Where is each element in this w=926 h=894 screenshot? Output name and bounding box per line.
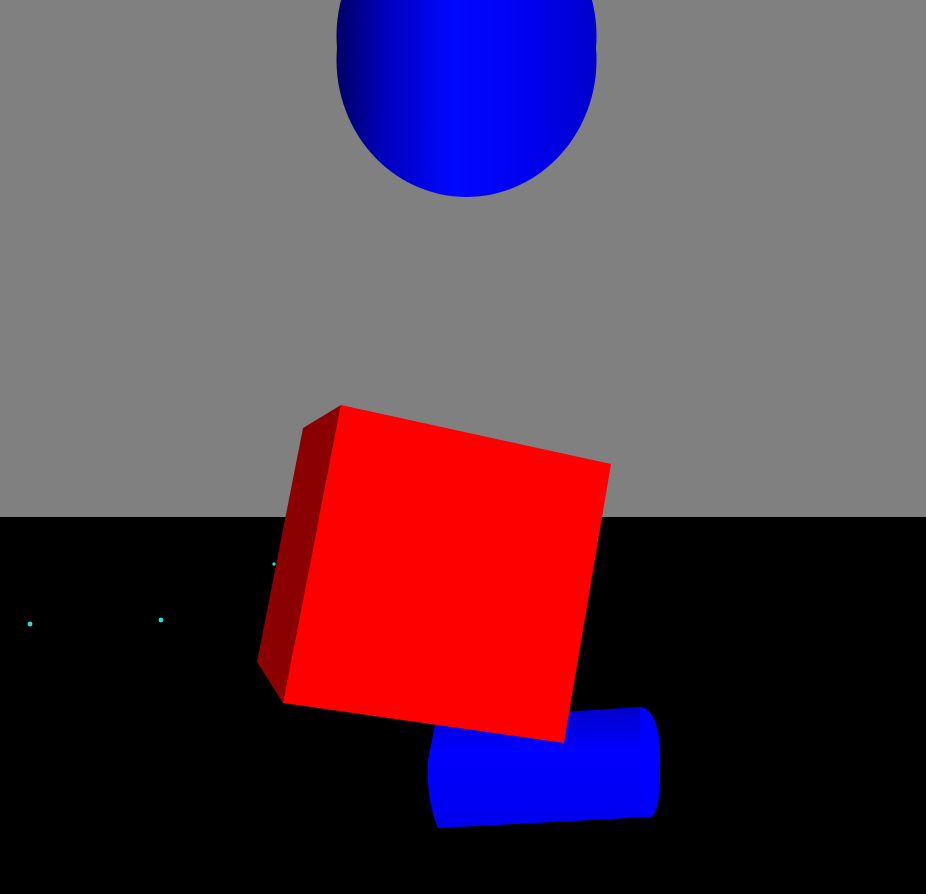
sphere-body <box>336 0 597 197</box>
blue-sphere[interactable] <box>336 0 597 197</box>
red-cube[interactable] <box>257 405 611 743</box>
cube-front-face <box>283 405 611 743</box>
cylinder-body <box>427 707 661 828</box>
cyan-marker[interactable] <box>158 617 164 623</box>
blue-cylinder[interactable] <box>427 707 661 828</box>
cyan-marker[interactable] <box>27 621 33 627</box>
cube-side-face <box>257 405 341 703</box>
cyan-marker[interactable] <box>272 562 276 566</box>
cylinder-end-cap <box>640 707 661 817</box>
